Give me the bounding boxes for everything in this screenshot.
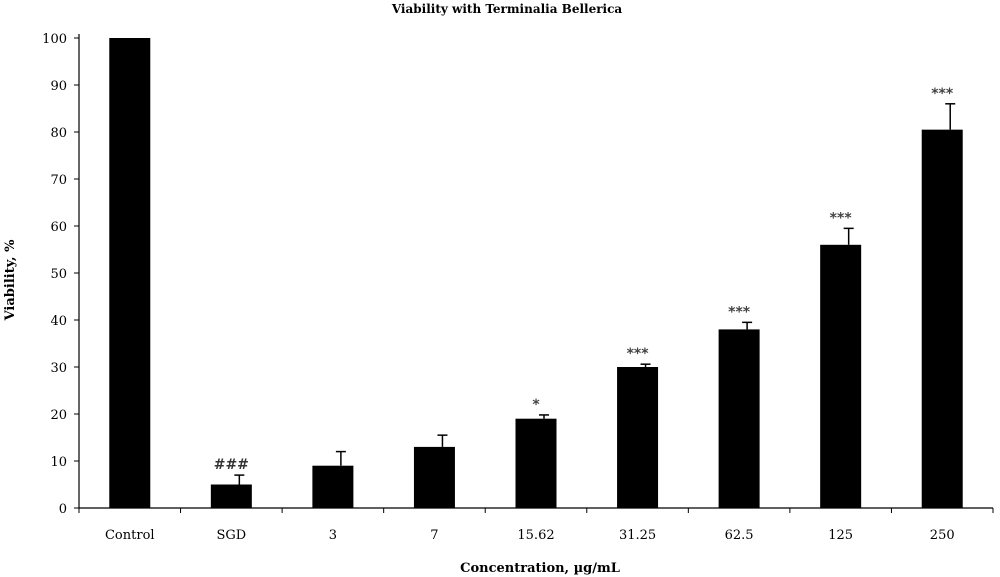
x-tick-label: 125: [828, 528, 853, 543]
y-tick-label: 30: [50, 361, 67, 376]
x-tick-label: 31.25: [619, 528, 656, 543]
x-tick-label: SGD: [216, 528, 246, 543]
chart-title: Viability with Terminalia Bellerica: [391, 2, 623, 16]
bar: [515, 418, 557, 508]
significance-annotation: ***: [931, 86, 954, 102]
bar: [617, 367, 659, 508]
significance-annotation: ***: [728, 304, 751, 320]
y-tick-label: 100: [42, 32, 67, 47]
x-tick-label: 250: [930, 528, 955, 543]
y-tick-label: 40: [50, 314, 67, 329]
plot-area: 0 10 20 30 40 50 60 70 80 90 100 Control ### SGD 3 7 * 15…: [42, 32, 994, 543]
bar: [109, 38, 151, 508]
bar: [718, 329, 760, 508]
significance-annotation: *: [532, 397, 540, 413]
y-tick-label: 0: [59, 502, 67, 517]
y-tick-label: 20: [50, 408, 67, 423]
bar: [820, 244, 862, 509]
x-tick-label: 15.62: [517, 528, 554, 543]
y-tick-label: 60: [50, 220, 67, 235]
bar: [312, 465, 354, 508]
x-axis-label: Concentration, µg/mL: [460, 561, 620, 576]
y-tick-label: 70: [50, 173, 67, 188]
y-tick-label: 10: [50, 455, 67, 470]
significance-annotation: ###: [214, 457, 249, 473]
x-tick-label: 7: [430, 528, 438, 543]
y-tick-label: 90: [50, 79, 67, 94]
x-tick-label: 3: [329, 528, 337, 543]
bar: [210, 484, 252, 508]
y-axis-label: Viability, %: [3, 239, 18, 321]
bar: [921, 129, 963, 508]
x-tick-label: 62.5: [725, 528, 754, 543]
y-tick-label: 50: [50, 267, 67, 282]
y-tick-label: 80: [50, 126, 67, 141]
bar: [413, 446, 455, 508]
significance-annotation: ***: [627, 346, 650, 362]
significance-annotation: ***: [830, 210, 853, 226]
x-tick-label: Control: [105, 528, 155, 543]
